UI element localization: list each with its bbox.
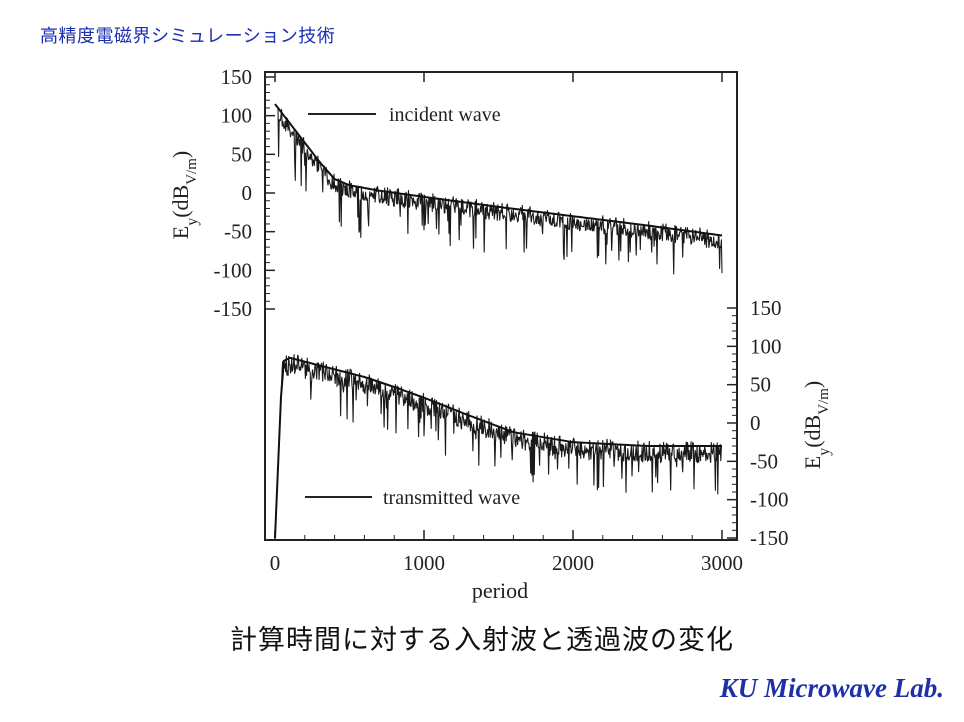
plot-data: [274, 103, 723, 539]
x-tick-label: 0: [270, 551, 281, 575]
y-tick-label-left: 100: [221, 104, 253, 128]
plot-frame: [264, 71, 738, 541]
y-axis-title-left: Ey(dBV/m): [168, 151, 201, 239]
y-tick-label-right: 100: [750, 334, 782, 358]
slide-caption: 計算時間に対する入射波と透過波の変化: [230, 625, 734, 656]
slide-title: 高精度電磁界シミュレーション技術: [40, 26, 336, 47]
y-axis-title-right: Ey(dBV/m): [800, 381, 833, 469]
y-tick-label-left: 50: [231, 142, 252, 166]
incident-wave-line: [274, 103, 723, 275]
plot-axes: [264, 71, 738, 541]
y-tick-label-left: -50: [224, 220, 252, 244]
y-tick-label-right: -150: [750, 526, 789, 550]
legend-label-transmitted: transmitted wave: [383, 487, 520, 509]
x-tick-label: 2000: [552, 551, 594, 575]
y-tick-label-left: -150: [214, 297, 253, 321]
y-tick-label-left: -100: [214, 258, 253, 282]
y-tick-label-right: 0: [750, 411, 761, 435]
y-tick-label-left: 150: [221, 65, 253, 89]
legend-label-incident: incident wave: [389, 104, 501, 126]
x-tick-label: 3000: [701, 551, 743, 575]
y-tick-label-right: -100: [750, 488, 789, 512]
y-tick-label-right: 50: [750, 373, 771, 397]
transmitted-wave-line-envelope: [274, 356, 722, 539]
y-tick-label-left: 0: [242, 181, 253, 205]
y-tick-label-right: 150: [750, 296, 782, 320]
incident-wave-line-envelope: [274, 103, 723, 237]
y-tick-label-right: -50: [750, 449, 778, 473]
x-tick-label: 1000: [403, 551, 445, 575]
x-axis-title: period: [472, 578, 528, 603]
lab-name: KU Microwave Lab.: [719, 673, 944, 703]
